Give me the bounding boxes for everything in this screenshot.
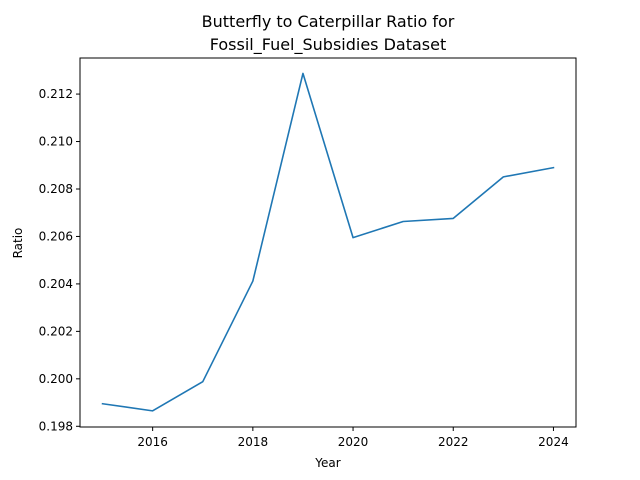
x-tick-label: 2020 — [338, 435, 369, 449]
x-axis-label: Year — [314, 456, 340, 470]
chart-title: Butterfly to Caterpillar Ratio for — [202, 12, 455, 31]
series-line-0 — [101, 72, 555, 412]
y-tick-label: 0.204 — [39, 277, 73, 291]
y-tick-label: 0.208 — [39, 182, 73, 196]
x-axis: 2016 2018 2020 2022 2024 — [137, 427, 569, 449]
y-tick-label: 0.202 — [39, 324, 73, 338]
x-tick-label: 2018 — [238, 435, 269, 449]
series-layer — [101, 72, 555, 412]
chart-title-line2: Fossil_Fuel_Subsidies Dataset — [210, 35, 447, 55]
y-tick-label: 0.212 — [39, 87, 73, 101]
y-axis: 0.198 0.200 0.202 0.204 0.206 0.208 0.210 0.212 — [39, 87, 80, 433]
x-tick-label: 2022 — [438, 435, 469, 449]
y-tick-label: 0.210 — [39, 135, 73, 149]
y-tick-label: 0.200 — [39, 372, 73, 386]
x-tick-label: 2024 — [538, 435, 569, 449]
y-tick-label: 0.206 — [39, 229, 73, 243]
plot-frame — [79, 57, 577, 428]
y-tick-label: 0.198 — [39, 419, 73, 433]
x-tick-label: 2016 — [137, 435, 168, 449]
y-axis-label: Ratio — [11, 228, 25, 259]
plot-area — [79, 57, 577, 428]
